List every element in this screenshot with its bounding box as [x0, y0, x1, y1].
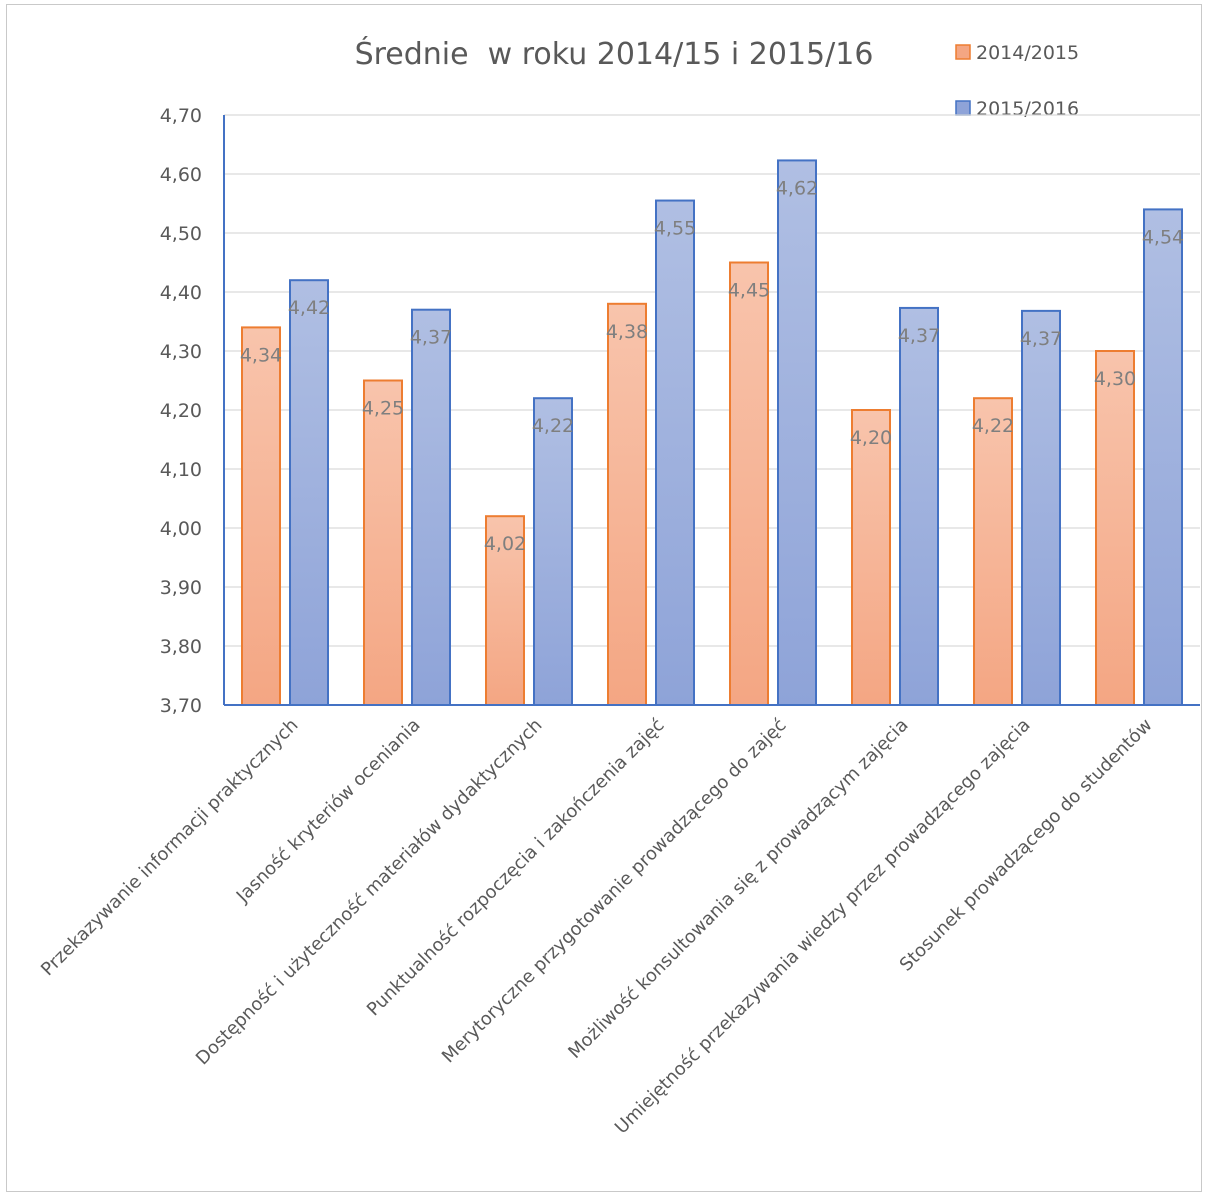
chart-title: Średnie w roku 2014/15 i 2015/16 [355, 35, 874, 72]
bar-2015-2016 [655, 199, 695, 707]
axes [223, 115, 1200, 706]
legend-label-2015-2016: 2015/2016 [976, 98, 1079, 120]
data-label: 4,30 [1094, 368, 1136, 390]
data-label: 4,25 [362, 398, 404, 420]
bar-2014-2015 [485, 515, 525, 707]
data-label: 4,42 [288, 297, 330, 319]
bar-2014-2015 [729, 261, 769, 706]
category-labels: Przekazywanie informacji praktycznychJas… [37, 715, 1156, 1139]
y-tick-label: 4,00 [160, 518, 202, 540]
category-label: Przekazywanie informacji praktycznych [37, 715, 302, 980]
data-label: 4,38 [606, 321, 648, 343]
bar-2015-2016 [777, 159, 817, 706]
bar-2015-2016 [899, 306, 939, 706]
data-label: 4,02 [484, 533, 526, 555]
y-tick-label: 4,40 [160, 282, 202, 304]
data-label: 4,22 [972, 415, 1014, 437]
category-label: Umiejętność przekazywania wiedzy przez p… [611, 715, 1035, 1139]
data-label: 4,37 [410, 327, 452, 349]
bar-2015-2016 [1143, 208, 1183, 706]
bar-2015-2016 [1021, 309, 1061, 706]
bar-2014-2015 [851, 409, 891, 706]
y-tick-label: 3,80 [160, 636, 202, 658]
data-label: 4,20 [850, 427, 892, 449]
bar-2015-2016 [411, 308, 451, 706]
bars [241, 159, 1183, 707]
data-label: 4,54 [1142, 226, 1184, 248]
y-tick-label: 4,10 [160, 459, 202, 481]
legend-swatch-2014-2015 [955, 44, 971, 60]
y-tick-label: 4,30 [160, 341, 202, 363]
data-labels: 4,34 4,42 4,25 4,37 4,02 4,22 4,38 4,55 4,45 4,62… [240, 177, 1184, 555]
y-tick-labels: 4,70 4,60 4,50 4,40 4,30 4,20 4,10 4,00 3,90 3,80… [160, 105, 202, 717]
data-label: 4,22 [532, 415, 574, 437]
data-label: 4,37 [898, 325, 940, 347]
data-label: 4,45 [728, 280, 770, 302]
bar-2015-2016 [289, 279, 329, 706]
data-label: 4,62 [776, 177, 818, 199]
legend-label-2014-2015: 2014/2015 [976, 42, 1079, 64]
bar-2014-2015 [1095, 350, 1135, 706]
data-label: 4,37 [1020, 328, 1062, 350]
legend-swatch-2015-2016 [955, 100, 971, 116]
data-label: 4,34 [240, 344, 282, 366]
y-tick-label: 3,90 [160, 577, 202, 599]
bar-2014-2015 [973, 397, 1013, 706]
legend-item-2015-2016: 2015/2016 [955, 98, 1079, 120]
y-tick-label: 4,50 [160, 223, 202, 245]
y-tick-label: 4,60 [160, 164, 202, 186]
legend-item-2014-2015: 2014/2015 [955, 42, 1079, 64]
bar-2015-2016 [533, 397, 573, 706]
data-label: 4,55 [654, 218, 696, 240]
bar-2014-2015 [607, 302, 647, 706]
y-tick-label: 4,20 [160, 400, 202, 422]
category-label: Stosunek prowadzącego do studentów [896, 715, 1157, 976]
bar-2014-2015 [241, 326, 281, 706]
y-tick-label: 4,70 [160, 105, 202, 127]
legend: 2014/2015 2015/2016 [955, 42, 1079, 120]
y-tick-label: 3,70 [160, 695, 202, 717]
bar-2014-2015 [363, 379, 403, 706]
